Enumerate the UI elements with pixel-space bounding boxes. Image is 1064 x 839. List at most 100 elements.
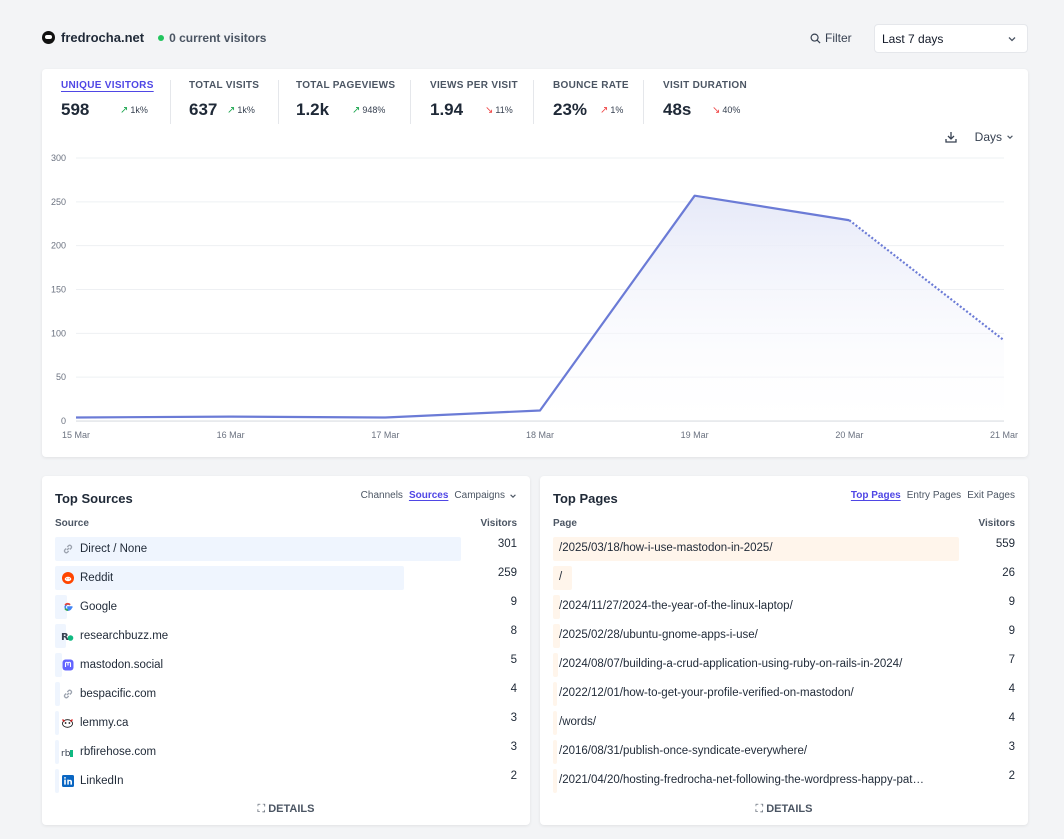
metric-total-visits[interactable]: TOTAL VISITS 637 ↗ 1k% bbox=[189, 80, 281, 124]
metric-views-per-visit[interactable]: VIEWS PER VISIT 1.94 ↘ 11% bbox=[430, 80, 530, 124]
list-item-text: /2024/11/27/2024-the-year-of-the-linux-l… bbox=[559, 600, 793, 612]
list-item-label[interactable]: /2025/03/18/how-i-use-mastodon-in-2025/ bbox=[559, 542, 773, 554]
list-item-text: /2016/08/31/publish-once-syndicate-every… bbox=[559, 745, 808, 757]
tab-exit-pages[interactable]: Exit Pages bbox=[967, 490, 1015, 501]
download-icon[interactable] bbox=[945, 131, 957, 143]
list-item[interactable]: lemmy.ca 3 bbox=[55, 711, 517, 740]
metric-value: 637 bbox=[189, 100, 218, 119]
metric-unique-visitors[interactable]: UNIQUE VISITORS 598 ↗ 1k% bbox=[61, 80, 171, 124]
x-tick-label: 17 Mar bbox=[371, 430, 399, 440]
list-item[interactable]: /2024/08/07/building-a-crud-application-… bbox=[553, 653, 1015, 682]
tab-campaigns[interactable]: Campaigns bbox=[454, 490, 505, 501]
metric-bounce-rate[interactable]: BOUNCE RATE 23% ↗ 1% bbox=[553, 80, 645, 124]
list-item[interactable]: / 26 bbox=[553, 566, 1015, 595]
tab-entry-pages[interactable]: Entry Pages bbox=[906, 490, 962, 501]
list-item-label[interactable]: /2022/12/01/how-to-get-your-profile-veri… bbox=[559, 687, 854, 699]
list-item[interactable]: LinkedIn 2 bbox=[55, 769, 517, 798]
top-pages-title: Top Pages bbox=[553, 491, 618, 506]
visitors-graph-card: UNIQUE VISITORS 598 ↗ 1k% TOTAL VISITS 63… bbox=[42, 69, 1028, 457]
list-item[interactable]: bespacific.com 4 bbox=[55, 682, 517, 711]
arrow-down-icon: ↘ bbox=[712, 105, 721, 116]
visitor-share-bar bbox=[553, 566, 572, 590]
list-item-label[interactable]: /2021/04/20/hosting-fredrocha-net-follow… bbox=[559, 774, 924, 786]
metric-change-value: 1k% bbox=[130, 105, 148, 115]
sources-details-button[interactable]: ⛶ DETAILS bbox=[42, 803, 530, 816]
interval-picker[interactable]: Days bbox=[975, 130, 1014, 144]
chevron-down-icon[interactable] bbox=[509, 492, 517, 500]
column-header-visitors[interactable]: Visitors bbox=[480, 518, 518, 529]
y-tick-label: 200 bbox=[51, 241, 66, 251]
arrow-up-icon: ↗ bbox=[227, 105, 236, 116]
data-point bbox=[383, 415, 387, 419]
list-item-text: bespacific.com bbox=[80, 687, 157, 700]
tab-top-pages[interactable]: Top Pages bbox=[850, 490, 901, 501]
column-header-visitors[interactable]: Visitors bbox=[978, 518, 1016, 529]
site-switcher[interactable]: fredrocha.net 0 current visitors bbox=[42, 30, 266, 45]
list-item-label[interactable]: rb rbfirehose.com bbox=[61, 745, 156, 758]
pages-details-button[interactable]: ⛶ DETAILS bbox=[540, 803, 1028, 816]
list-item-label[interactable]: Reddit bbox=[61, 571, 113, 584]
list-item-label[interactable]: Google bbox=[61, 600, 117, 613]
list-item-label[interactable]: mastodon.social bbox=[61, 658, 163, 671]
metric-total-pageviews[interactable]: TOTAL PAGEVIEWS 1.2k ↗ 948% bbox=[296, 80, 406, 124]
list-item-text: lemmy.ca bbox=[80, 716, 129, 729]
current-visitors[interactable]: 0 current visitors bbox=[158, 31, 266, 45]
list-item-label[interactable]: /2024/08/07/building-a-crud-application-… bbox=[559, 658, 902, 670]
list-item-label[interactable]: LinkedIn bbox=[61, 774, 123, 787]
list-item-value: 2 bbox=[510, 770, 517, 782]
list-item[interactable]: /2025/02/28/ubuntu-gnome-apps-i-use/9 bbox=[553, 624, 1015, 653]
metric-change: ↗ 948% bbox=[352, 105, 385, 116]
metric-change: ↗ 1k% bbox=[120, 105, 148, 116]
list-item-label[interactable]: /2024/11/27/2024-the-year-of-the-linux-l… bbox=[559, 600, 793, 612]
list-item-label[interactable]: /2025/02/28/ubuntu-gnome-apps-i-use/ bbox=[559, 629, 758, 641]
list-item-text: /2024/08/07/building-a-crud-application-… bbox=[559, 658, 903, 670]
list-item-label[interactable]: Direct / None bbox=[61, 542, 147, 555]
interval-label: Days bbox=[974, 130, 1002, 144]
list-item[interactable]: /2022/12/01/how-to-get-your-profile-veri… bbox=[553, 682, 1015, 711]
list-item-text: researchbuzz.me bbox=[80, 629, 169, 642]
series-line bbox=[75, 194, 850, 419]
metric-change: ↘ 11% bbox=[485, 105, 513, 116]
filter-button[interactable]: Filter bbox=[810, 31, 852, 45]
list-item-label[interactable]: bespacific.com bbox=[61, 687, 156, 700]
list-item[interactable]: Google 9 bbox=[55, 595, 517, 624]
svg-text:rb: rb bbox=[61, 749, 71, 758]
list-item[interactable]: /2016/08/31/publish-once-syndicate-every… bbox=[553, 740, 1015, 769]
period-select[interactable]: Last 7 days bbox=[874, 24, 1028, 53]
metric-visit-duration[interactable]: VISIT DURATION 48s ↘ 40% bbox=[663, 80, 763, 124]
list-item-label[interactable]: /words/ bbox=[559, 716, 596, 728]
list-item[interactable]: Direct / None 301 bbox=[55, 537, 517, 566]
area-fill bbox=[76, 195, 1004, 421]
list-item[interactable]: /2024/11/27/2024-the-year-of-the-linux-l… bbox=[553, 595, 1015, 624]
list-item[interactable]: rb rbfirehose.com 3 bbox=[55, 740, 517, 769]
data-point bbox=[538, 408, 542, 412]
tab-sources[interactable]: Sources bbox=[408, 490, 449, 501]
x-tick-label: 20 Mar bbox=[835, 430, 863, 440]
list-item-label[interactable]: lemmy.ca bbox=[61, 716, 128, 729]
visitors-line-chart[interactable]: 0 50 100 150 200 250 300 15 Mar 16 Mar 17 Mar 18 M… bbox=[42, 69, 1028, 457]
metric-value: 1.94 bbox=[430, 100, 464, 119]
column-header-source: Source bbox=[55, 518, 89, 529]
arrow-up-icon: ↗ bbox=[120, 105, 129, 116]
list-item[interactable]: /2025/03/18/how-i-use-mastodon-in-2025/5… bbox=[553, 537, 1015, 566]
chevron-down-icon bbox=[1007, 135, 1013, 139]
list-item-label[interactable]: /2016/08/31/publish-once-syndicate-every… bbox=[559, 745, 807, 757]
list-item-value: 2 bbox=[1008, 770, 1015, 782]
list-item-text: LinkedIn bbox=[80, 774, 124, 787]
list-item[interactable]: /words/4 bbox=[553, 711, 1015, 740]
site-name[interactable]: fredrocha.net bbox=[61, 30, 145, 45]
tab-channels[interactable]: Channels bbox=[360, 490, 403, 501]
visitor-share-bar bbox=[55, 566, 405, 590]
list-item[interactable]: Reddit 259 bbox=[55, 566, 517, 595]
list-item-value: 9 bbox=[1008, 625, 1015, 637]
chevron-down-icon bbox=[1008, 37, 1016, 42]
list-item[interactable]: mastodon.social 5 bbox=[55, 653, 517, 682]
site-favicon-icon bbox=[42, 31, 55, 44]
list-item-text: /2022/12/01/how-to-get-your-profile-veri… bbox=[559, 687, 854, 699]
list-item-label[interactable]: / bbox=[559, 571, 562, 583]
top-bar: fredrocha.net 0 current visitors Filter … bbox=[42, 24, 1028, 54]
divider bbox=[643, 80, 644, 124]
list-item[interactable]: /2021/04/20/hosting-fredrocha-net-follow… bbox=[553, 769, 1015, 798]
